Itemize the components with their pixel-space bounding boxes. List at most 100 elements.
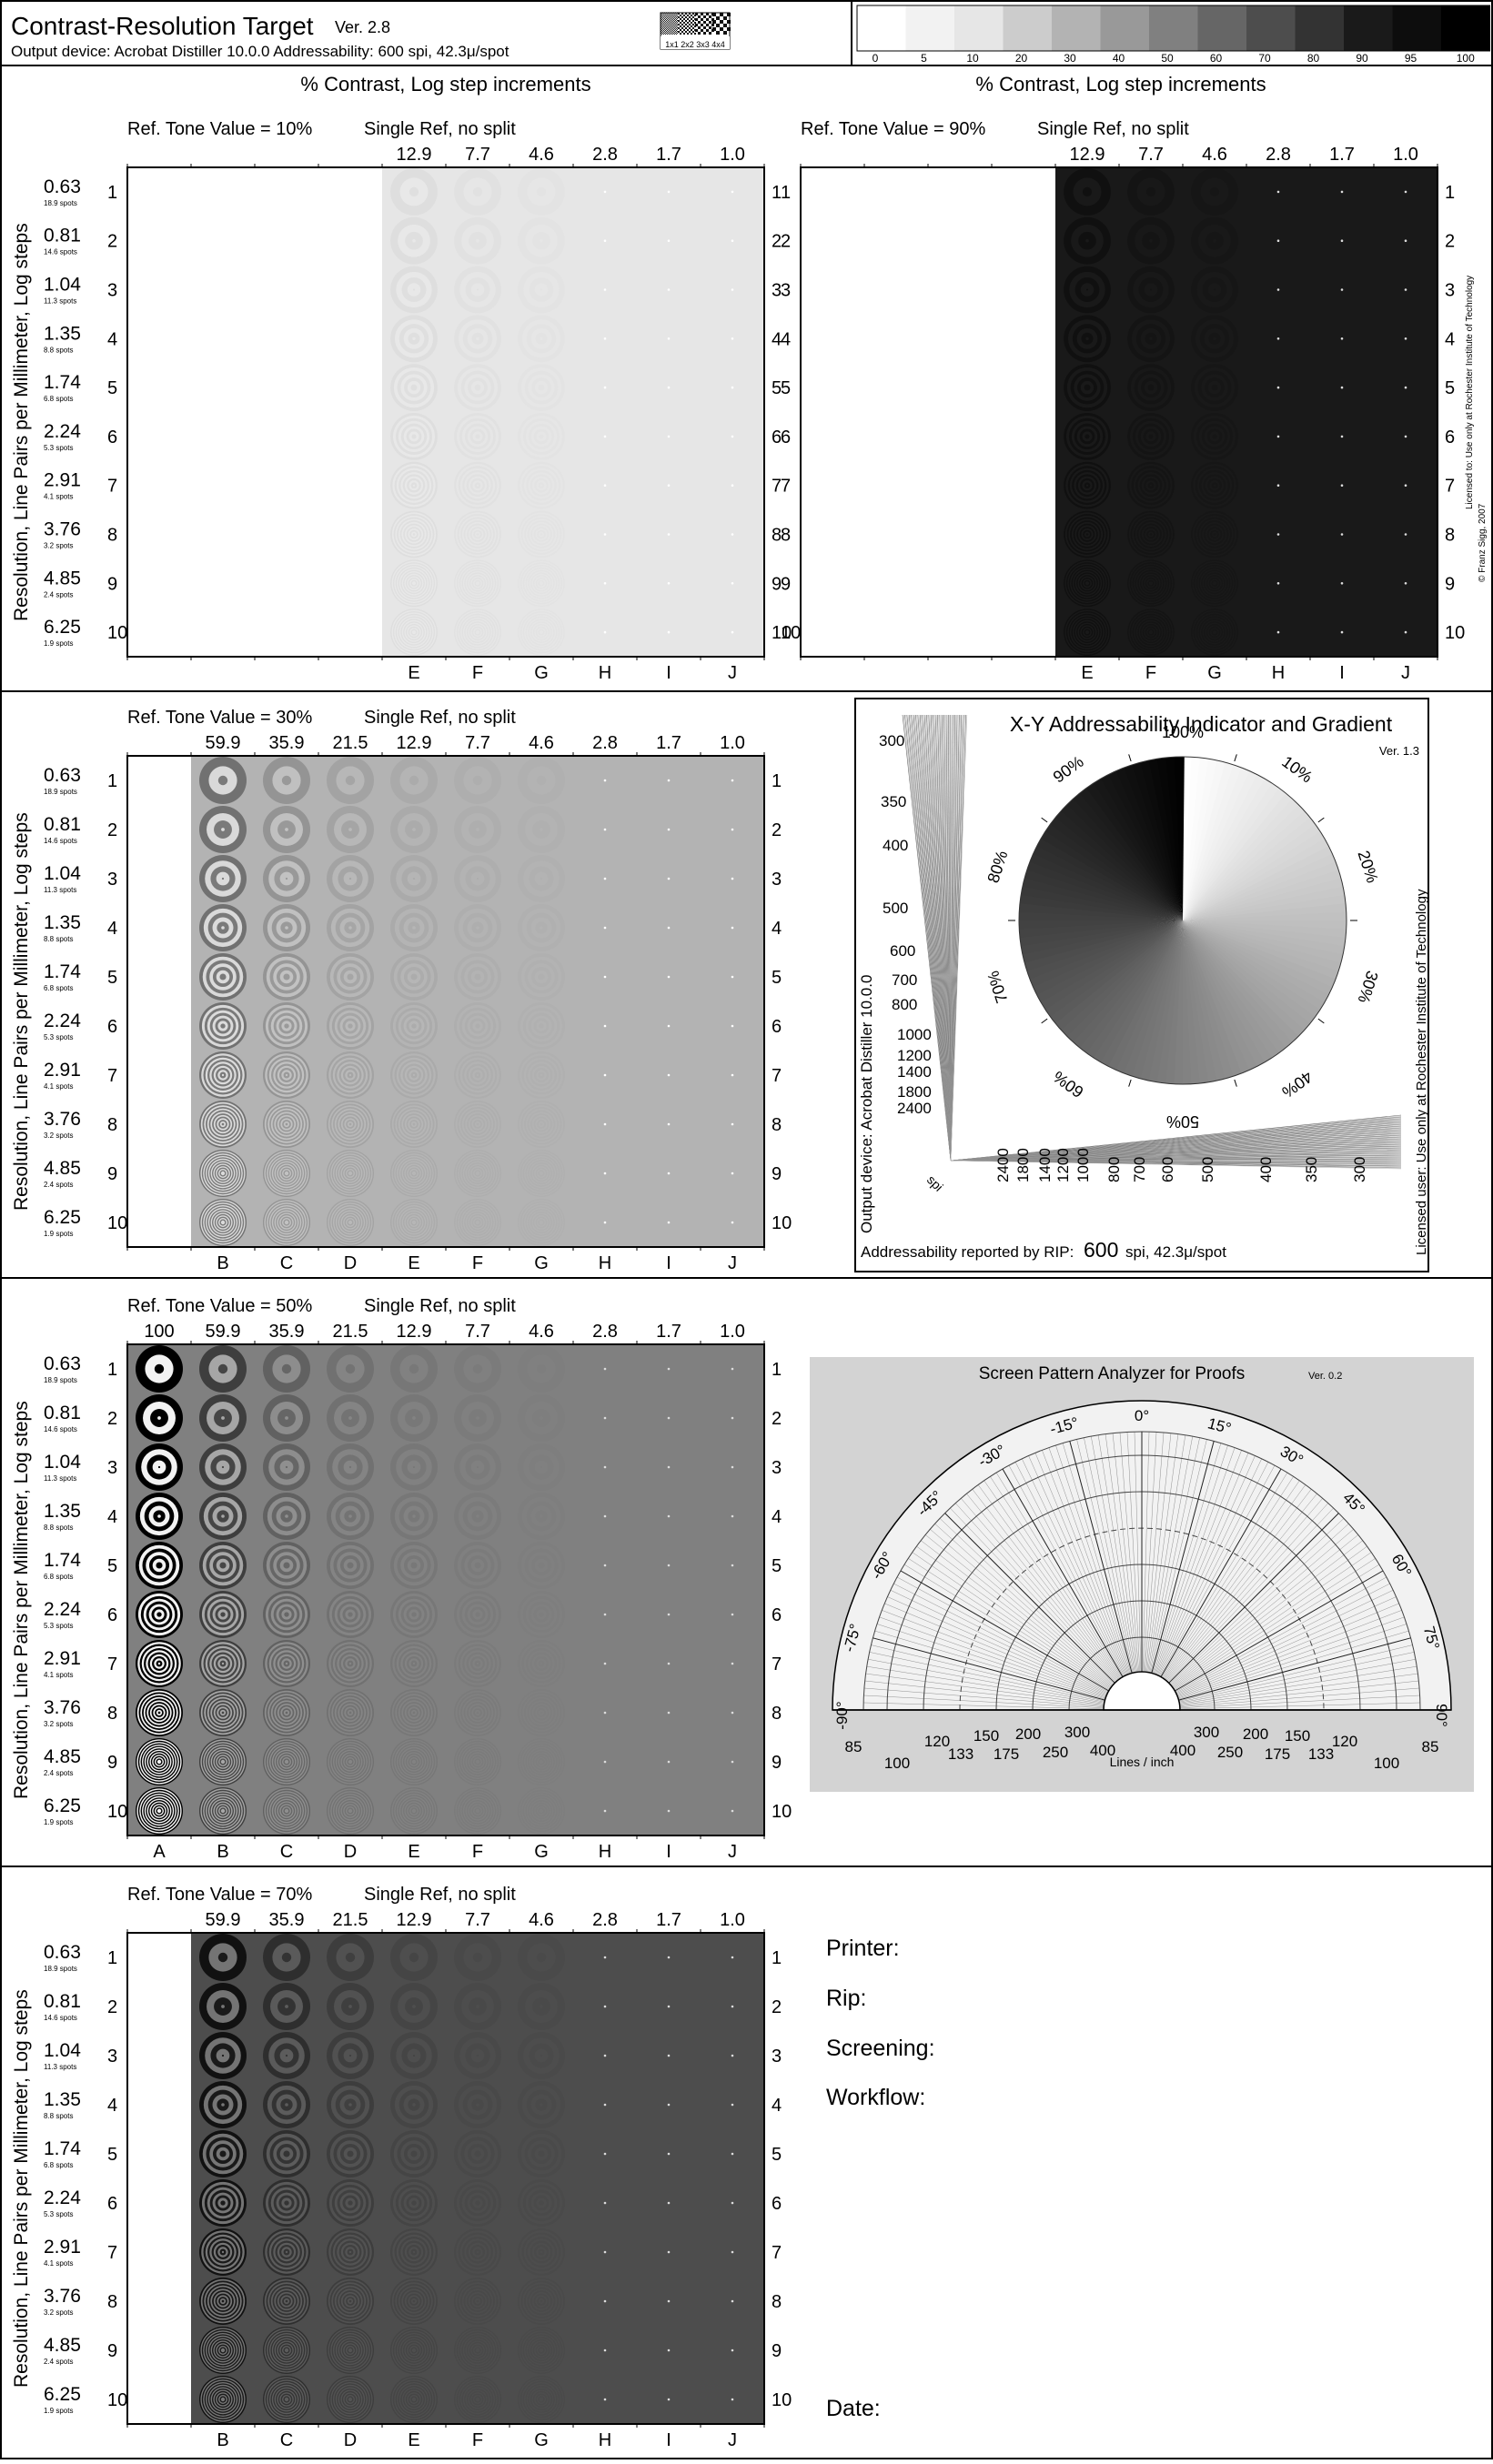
checker-cell — [683, 18, 685, 20]
target-cell — [604, 1663, 607, 1665]
checker-cell — [664, 27, 665, 28]
ring — [409, 1953, 419, 1962]
dot-marker — [604, 1663, 607, 1665]
contrast-value: 1.0 — [720, 145, 745, 165]
target-cell — [731, 1172, 734, 1175]
dot-marker — [604, 2349, 607, 2352]
dot-marker — [731, 2251, 734, 2254]
ring — [1149, 239, 1153, 243]
target-cell — [731, 387, 734, 389]
target-cell — [518, 1002, 565, 1050]
row-number-left: 1 — [107, 1360, 117, 1380]
checker-cell — [695, 24, 698, 26]
ring — [412, 1416, 416, 1420]
ring — [222, 2300, 225, 2303]
checker-cell — [664, 18, 665, 19]
target-cell — [1405, 387, 1407, 389]
ring — [412, 2005, 416, 2008]
checker-cell — [672, 15, 673, 16]
column-letter: F — [1145, 663, 1156, 683]
ring — [538, 2150, 544, 2157]
target-cell — [731, 1123, 734, 1126]
checker-cell — [666, 25, 667, 26]
target-cell — [518, 1101, 565, 1148]
ring — [349, 2251, 351, 2253]
ring — [349, 2055, 351, 2057]
ring — [537, 776, 546, 785]
ring — [477, 1123, 479, 1126]
target-cell — [604, 191, 607, 194]
checker-cell — [675, 22, 676, 23]
ring — [540, 288, 542, 290]
checker-cell — [667, 15, 668, 16]
checker-cell — [677, 20, 678, 21]
checker-cell — [665, 15, 666, 16]
dot-marker — [1341, 533, 1344, 536]
checker-cell — [667, 21, 668, 22]
target-cell — [199, 1051, 247, 1099]
ring — [475, 1612, 479, 1616]
target-cell — [518, 2376, 565, 2423]
tone-patch-label: 0 — [873, 52, 879, 65]
checker-cell — [691, 29, 692, 31]
checker-cell — [676, 26, 677, 27]
target-cell — [604, 779, 607, 782]
row-number-left: 4 — [107, 2096, 117, 2116]
checker-cell — [681, 16, 683, 18]
lpmm-value: 6.25 — [44, 1207, 81, 1228]
ring — [222, 1123, 225, 1126]
checker-cell — [716, 31, 720, 35]
checker-cell — [665, 14, 666, 15]
spots-value: 3.2 spots — [44, 2308, 73, 2317]
target-cell — [263, 1051, 310, 1099]
spots-value: 11.3 spots — [44, 886, 76, 894]
blank-area — [127, 1933, 191, 2424]
target-cell — [454, 1051, 501, 1099]
target-cell — [518, 1542, 565, 1589]
checker-cell — [669, 14, 670, 15]
dot-marker — [731, 1564, 734, 1567]
lpi-label-left: 100 — [884, 1755, 910, 1772]
spots-value: 8.8 spots — [44, 1524, 73, 1532]
target-cell — [199, 904, 247, 951]
ring — [540, 1123, 543, 1126]
ring — [538, 973, 544, 980]
target-cell — [327, 2081, 374, 2128]
tone-patch-label: 30 — [1064, 52, 1076, 65]
dot-marker — [668, 2300, 671, 2303]
target-cell — [263, 1591, 310, 1638]
checker-swatch: 1x1 2x2 3x3 4x4 — [661, 13, 731, 49]
tone-patch-label: 20 — [1015, 52, 1028, 65]
target-cell — [263, 1640, 310, 1687]
ring — [348, 2398, 352, 2401]
spots-value: 3.2 spots — [44, 1720, 73, 1728]
dot-marker — [668, 878, 671, 880]
dot-marker — [668, 2251, 671, 2254]
checker-cell — [661, 19, 662, 20]
lpi-label-left: 85 — [845, 1738, 863, 1755]
dot-marker — [604, 191, 607, 194]
target-cell — [136, 1689, 183, 1736]
target-cell — [327, 1983, 374, 2030]
tone-patch-label: 50 — [1161, 52, 1174, 65]
contrast-value: 4.6 — [1202, 145, 1227, 165]
fan-label-vertical: 1400 — [897, 1063, 932, 1081]
ring — [475, 434, 479, 438]
checker-cell — [689, 20, 691, 22]
ring — [476, 581, 479, 585]
checker-cell — [685, 27, 687, 29]
tone-patch-label: 90 — [1356, 52, 1368, 65]
row-number-left: 10 — [781, 623, 801, 643]
spots-value: 14.6 spots — [44, 837, 77, 845]
analyzer-title: Screen Pattern Analyzer for Proofs — [979, 1364, 1246, 1383]
target-cell — [731, 1614, 734, 1616]
contrast-value: 100 — [144, 1322, 174, 1342]
row-number: 4 — [772, 1507, 782, 1527]
dot-marker — [731, 631, 734, 634]
target-cell — [454, 1394, 501, 1442]
xy-reported-prefix: Addressability reported by RIP: — [861, 1243, 1074, 1261]
checker-cell — [685, 16, 687, 18]
target-cell — [668, 1123, 671, 1126]
checker-cell — [668, 25, 669, 26]
dot-marker — [668, 239, 671, 242]
